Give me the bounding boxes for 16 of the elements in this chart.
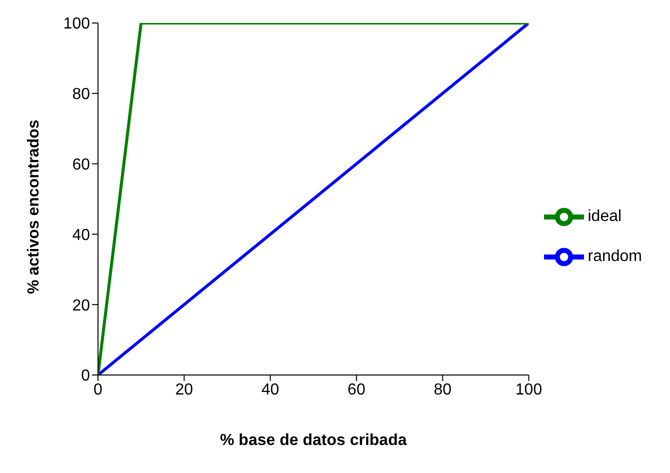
legend-label: random bbox=[588, 248, 642, 265]
y-axis-title: % activos encontrados bbox=[26, 120, 43, 294]
x-tick-label: 100 bbox=[515, 381, 542, 398]
y-tick-label: 20 bbox=[72, 297, 90, 314]
y-tick-label: 60 bbox=[72, 156, 90, 174]
y-tick-label: 100 bbox=[63, 16, 90, 33]
x-tick-label: 40 bbox=[261, 381, 280, 398]
x-tick-label: 80 bbox=[434, 381, 452, 398]
y-tick-label: 40 bbox=[72, 226, 90, 244]
y-tick-label: 80 bbox=[72, 86, 90, 104]
legend-label: ideal bbox=[588, 208, 622, 225]
x-axis-title: % base de datos cribada bbox=[220, 432, 407, 449]
x-tick-label: 0 bbox=[94, 381, 103, 398]
y-tick-label: 0 bbox=[81, 368, 90, 385]
x-tick-label: 20 bbox=[175, 381, 194, 398]
x-tick-label: 60 bbox=[348, 381, 366, 398]
